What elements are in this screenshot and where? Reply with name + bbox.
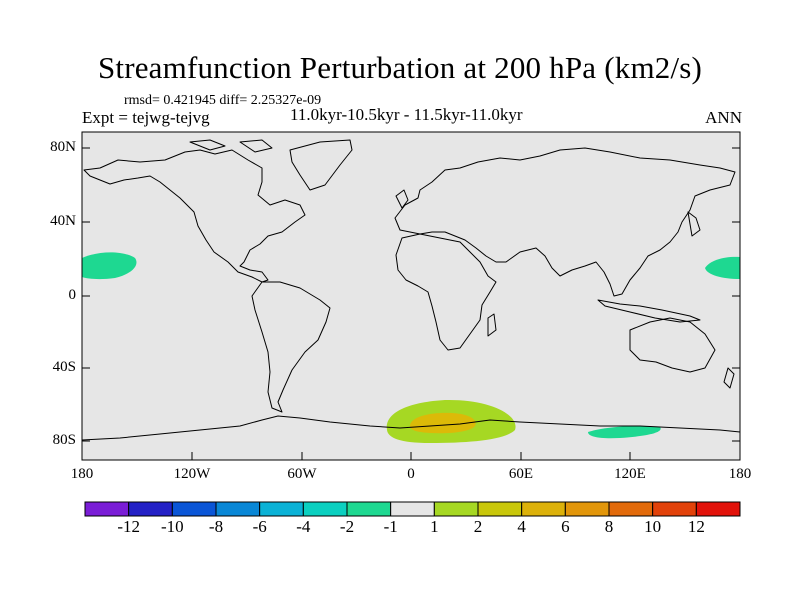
lat-label-40n: 40N (50, 213, 76, 229)
colorbar-box (695, 501, 741, 517)
coast-arctic-islands (189, 139, 273, 153)
coast-australia (629, 317, 716, 373)
contour-fills (82, 252, 740, 443)
axis-ticks (81, 147, 741, 460)
contour-neg-south-indian (588, 425, 661, 439)
colorbar-label: -8 (208, 517, 224, 536)
colorbar-box (259, 501, 304, 517)
colorbar-box (84, 501, 130, 517)
colorbar-box (477, 501, 523, 517)
colorbar-label: -1 (383, 517, 398, 536)
lon-label-60w: 60W (287, 466, 317, 482)
colorbar-label: 4 (517, 517, 526, 536)
coast-uk (395, 189, 409, 209)
stats-text: rmsd= 0.421945 diff= 2.25327e-09 (124, 93, 322, 108)
lon-label-180-east: 180 (728, 466, 752, 482)
colorbar-box (521, 501, 566, 517)
colorbar-box (390, 501, 435, 517)
colorbar-box (302, 501, 348, 517)
colorbar-box (346, 501, 392, 517)
lat-label-80n: 80N (50, 139, 76, 155)
coast-madagascar (487, 313, 497, 337)
coast-north-america (83, 149, 306, 283)
contour-pos-antarctic-inner (409, 412, 476, 434)
contour-neg-pacific-east (705, 256, 740, 279)
colorbar-label: 8 (604, 517, 614, 536)
colorbar-box (652, 501, 697, 517)
coast-south-america (251, 281, 331, 413)
colorbar-label: 6 (561, 517, 570, 536)
colorbar-label: -2 (339, 517, 355, 536)
colorbar (84, 501, 741, 517)
coast-greenland (289, 139, 353, 191)
colorbar-label: 12 (687, 517, 705, 536)
colorbar-label: -10 (160, 517, 184, 536)
coast-antarctica (81, 415, 741, 441)
coast-indonesia (597, 299, 701, 323)
colorbar-box (215, 501, 261, 517)
colorbar-label: 2 (473, 517, 483, 536)
lon-label-0: 0 (407, 466, 415, 482)
lat-label-40s: 40S (52, 359, 76, 375)
coast-eurasia (394, 147, 736, 297)
colorbar-box (564, 501, 610, 517)
period-label: 11.0kyr-10.5kyr - 11.5kyr-11.0kyr (290, 105, 523, 124)
colorbar-box (433, 501, 479, 517)
lon-label-180-west: 180 (70, 466, 94, 482)
lat-label-80s: 80S (52, 432, 76, 448)
lon-label-120e: 120E (614, 466, 646, 482)
season-label: ANN (705, 108, 742, 127)
map-background (82, 132, 740, 460)
colorbar-label: 10 (644, 517, 662, 536)
colorbar-box (171, 501, 217, 517)
colorbar-label: 1 (430, 517, 439, 536)
plot-title: Streamfunction Perturbation at 200 hPa (… (97, 50, 703, 85)
colorbar-box (128, 501, 173, 517)
coast-japan (687, 211, 701, 237)
coast-new-zealand (723, 367, 735, 389)
colorbar-label: -12 (117, 517, 140, 536)
lon-label-120w: 120W (173, 466, 211, 482)
experiment-label: Expt = tejwg-tejvg (82, 108, 210, 127)
lat-label-0: 0 (68, 287, 77, 303)
colorbar-box (608, 501, 654, 517)
colorbar-label: -4 (296, 517, 311, 536)
lon-label-60e: 60E (508, 466, 534, 482)
coast-africa (395, 233, 497, 351)
colorbar-label: -6 (252, 517, 267, 536)
contour-neg-pacific-west (82, 252, 137, 280)
coastlines (81, 139, 741, 441)
